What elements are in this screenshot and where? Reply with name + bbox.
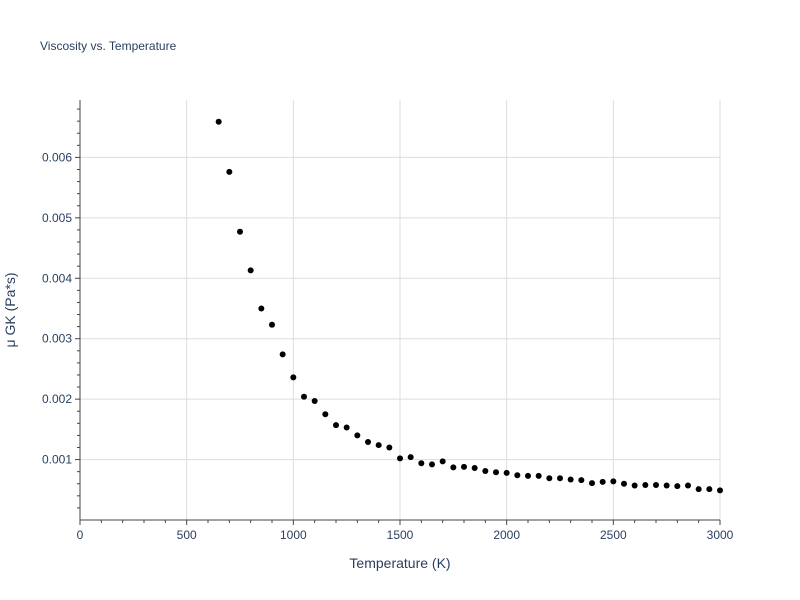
data-point: [407, 454, 414, 461]
data-point: [439, 458, 446, 465]
data-point: [535, 472, 542, 479]
data-point: [215, 118, 222, 125]
grid-lines: [80, 100, 721, 520]
data-point: [493, 469, 499, 476]
data-point: [290, 374, 297, 381]
data-point: [621, 480, 627, 487]
data-point: [578, 477, 585, 484]
x-axis-title: Temperature (K): [349, 555, 450, 571]
data-point: [333, 422, 339, 429]
x-tick-label: 2500: [600, 528, 627, 542]
x-tick-label: 1000: [280, 528, 307, 542]
data-point: [343, 424, 350, 431]
data-point: [375, 442, 382, 449]
data-point: [226, 168, 233, 175]
data-point: [674, 483, 681, 490]
data-point: [717, 487, 723, 494]
data-point: [706, 486, 713, 493]
data-point: [386, 444, 393, 451]
x-tick-label: 0: [77, 528, 84, 542]
data-point: [301, 393, 307, 400]
x-tick-label: 1500: [387, 528, 414, 542]
data-point: [695, 486, 702, 493]
data-point: [631, 482, 638, 489]
y-tick-label: 0.004: [42, 271, 72, 285]
data-point: [525, 472, 531, 479]
data-point: [237, 228, 243, 235]
x-tick-label: 3000: [707, 528, 734, 542]
data-point: [653, 481, 659, 488]
x-tick-label: 2000: [493, 528, 520, 542]
y-tick-label: 0.003: [42, 332, 72, 346]
data-point: [429, 461, 435, 468]
y-tick-label: 0.002: [42, 392, 72, 406]
chart-title: Viscosity vs. Temperature: [40, 39, 177, 53]
x-tick-label: 500: [177, 528, 197, 542]
data-point: [610, 478, 617, 485]
data-point: [599, 478, 606, 485]
data-point: [269, 321, 275, 328]
data-point: [589, 480, 595, 487]
data-point: [663, 482, 670, 489]
data-point: [450, 464, 457, 471]
y-tick-label: 0.001: [42, 453, 72, 467]
data-point: [247, 267, 254, 274]
data-point: [322, 411, 329, 418]
data-point: [365, 439, 371, 446]
data-point: [279, 351, 286, 358]
data-point: [482, 468, 489, 475]
data-point: [642, 481, 649, 488]
data-point: [258, 305, 265, 312]
data-point: [546, 475, 553, 482]
y-axis-title: μ GK (Pa*s): [2, 273, 18, 348]
data-point: [461, 463, 467, 470]
y-tick-label: 0.006: [42, 150, 72, 164]
data-point: [397, 455, 403, 462]
data-point: [503, 469, 510, 476]
data-points: [215, 118, 723, 494]
data-point: [685, 482, 691, 489]
data-point: [567, 476, 574, 483]
data-point: [311, 397, 318, 404]
y-tick-label: 0.005: [42, 211, 72, 225]
data-point: [354, 432, 361, 439]
data-point: [514, 472, 521, 479]
axes: 0 500 1000 1500 2000 2500 3000 0.001 0.002 0.003 0…: [42, 100, 734, 542]
data-point: [471, 465, 478, 472]
data-point: [557, 475, 563, 482]
data-point: [418, 460, 425, 467]
